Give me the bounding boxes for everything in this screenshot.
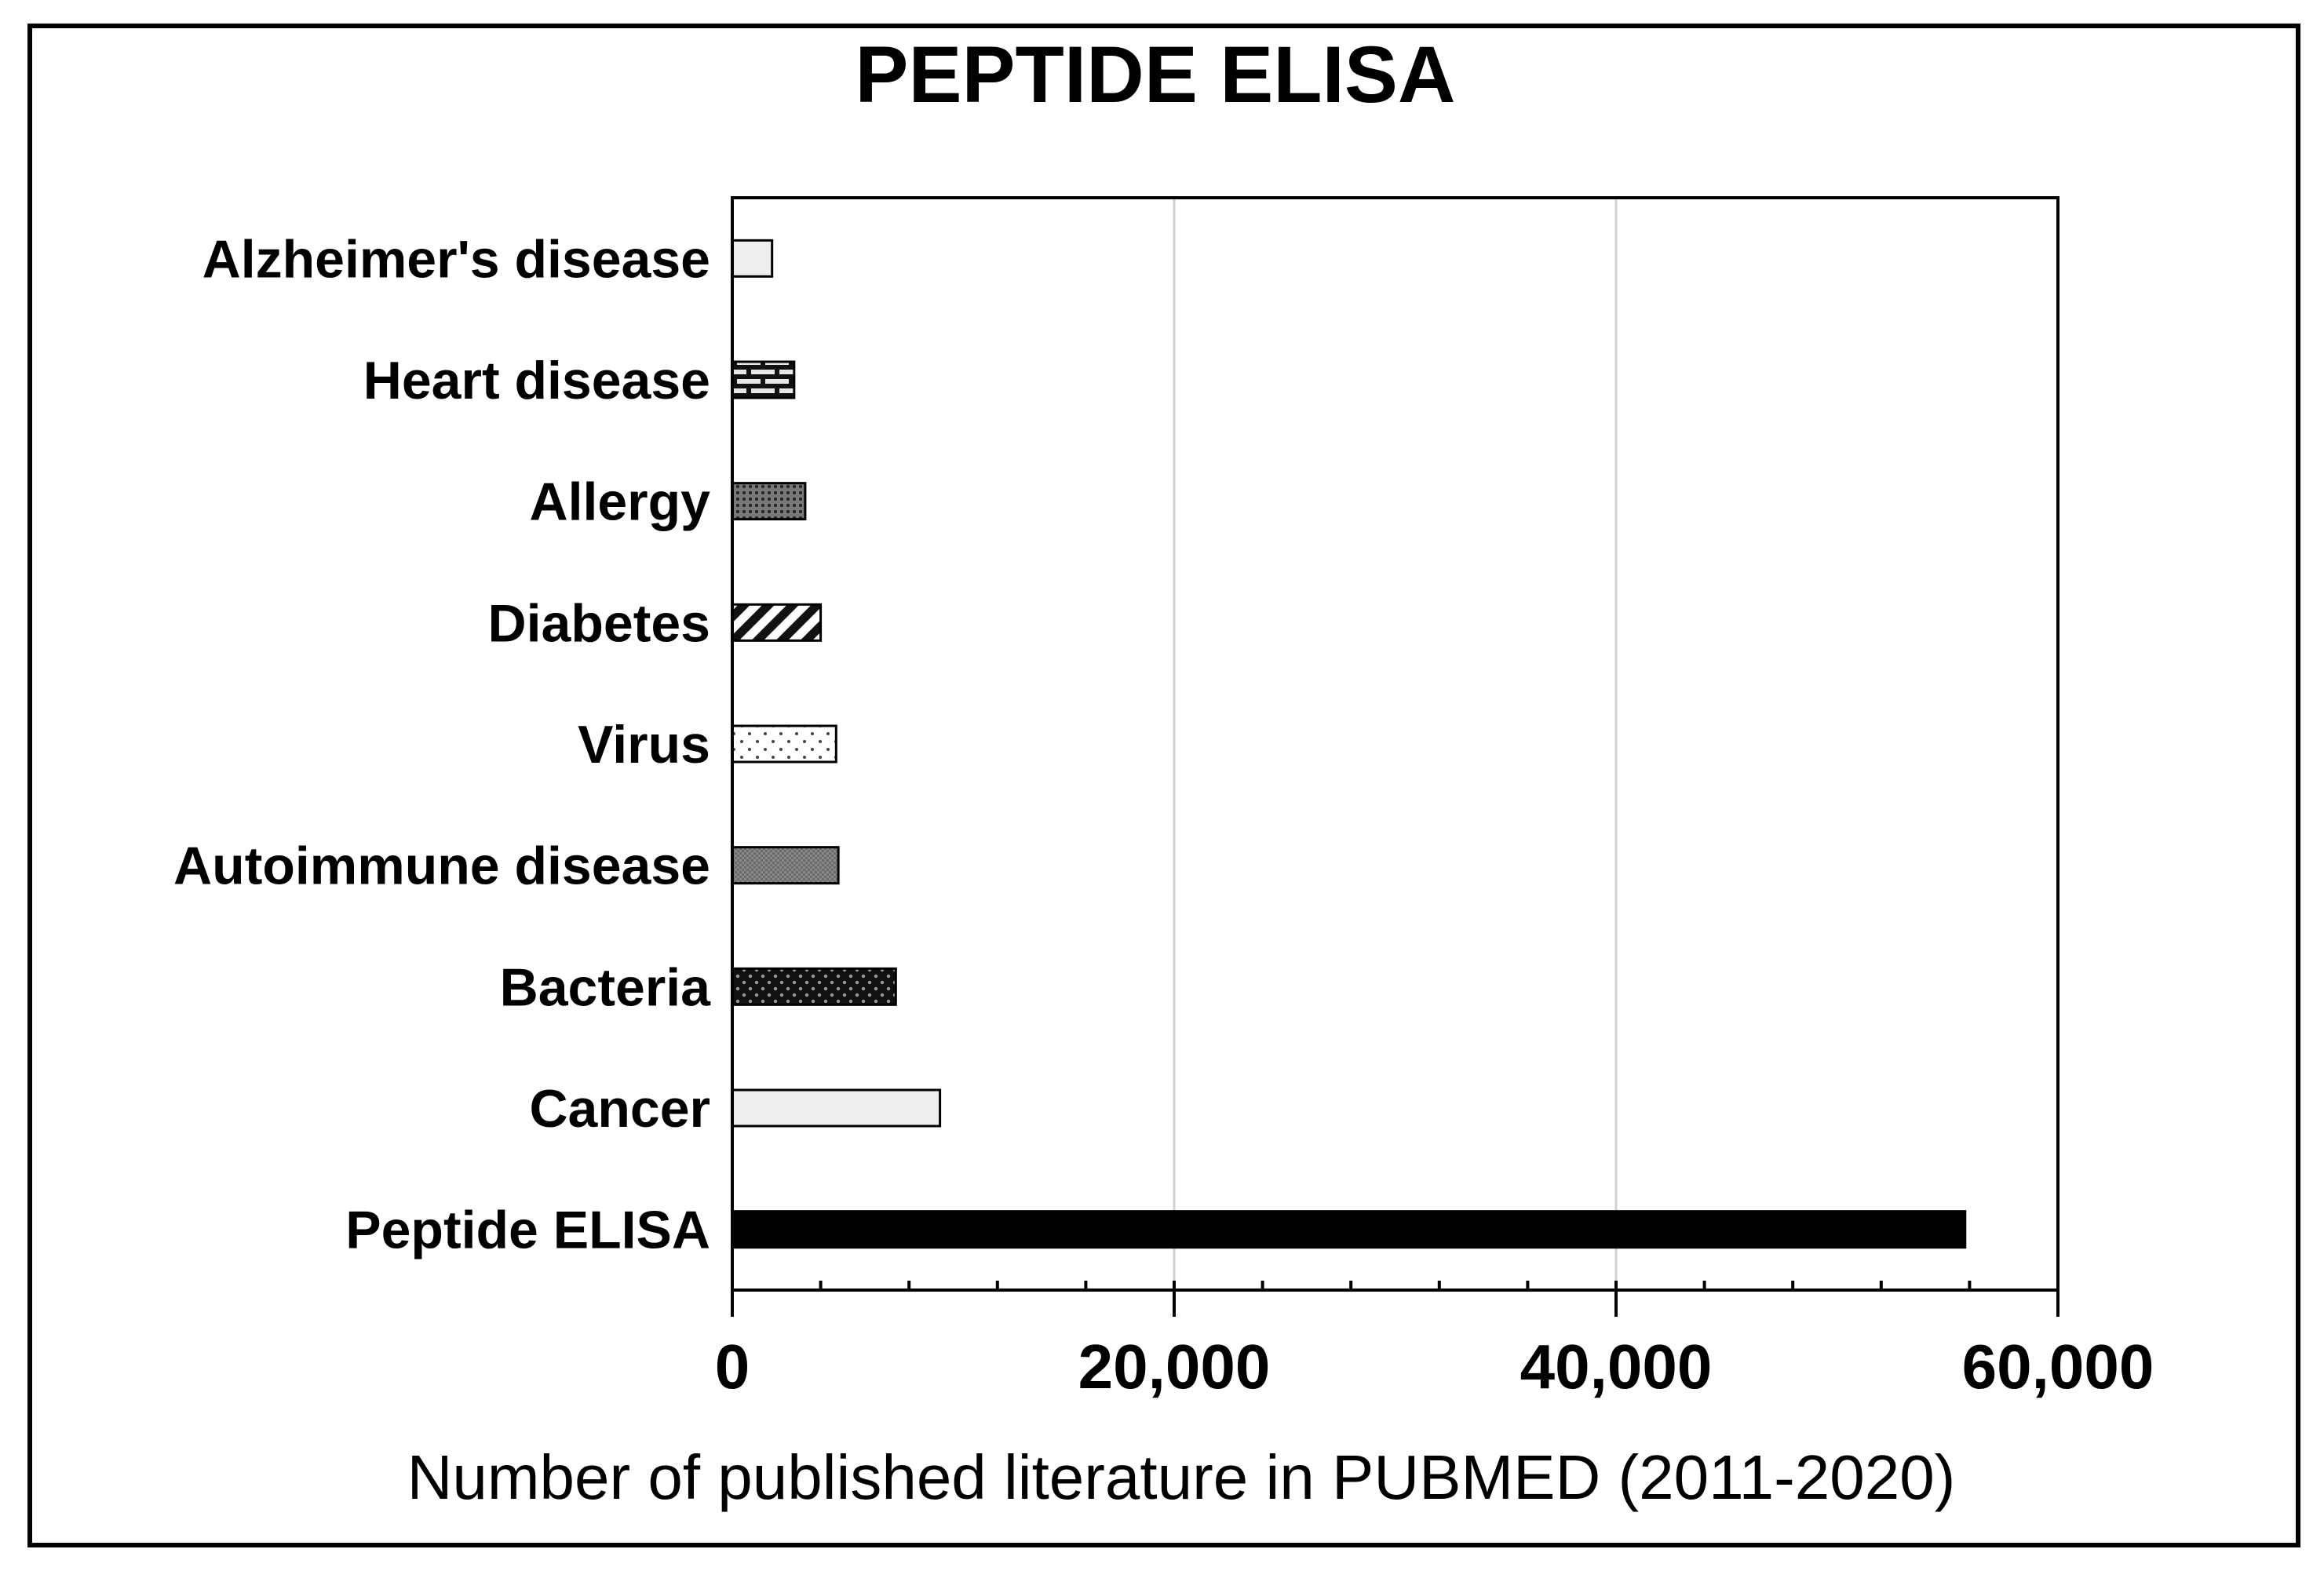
category-label: Autoimmune disease (173, 837, 710, 896)
x-tick-label: 40,000 (1520, 1332, 1713, 1402)
category-label: Alzheimer's disease (202, 229, 710, 289)
gridlines (1173, 198, 1618, 1290)
plot-frame (731, 196, 2059, 1292)
bars (731, 239, 1967, 1249)
category-label: Virus (578, 715, 710, 775)
category-label: Bacteria (500, 957, 712, 1017)
category-label: Cancer (529, 1079, 710, 1139)
x-axis-ticks (731, 1281, 2059, 1317)
x-axis-title: Number of published literature in PUBMED… (407, 1442, 1956, 1512)
bar-allergy (731, 482, 807, 521)
category-label: Allergy (529, 472, 710, 532)
category-label: Peptide ELISA (345, 1201, 710, 1260)
x-tick-label: 20,000 (1078, 1332, 1271, 1402)
bar-diabetes (731, 603, 823, 642)
x-tick-label: 60,000 (1962, 1332, 2154, 1402)
x-tick-labels: 0 20,000 40,000 60,000 (715, 1332, 2154, 1402)
chart-title: PEPTIDE ELISA (855, 30, 1455, 119)
bar-cancer (731, 1088, 942, 1128)
category-labels: Alzheimer's disease Heart disease Allergy D… (173, 229, 711, 1259)
x-tick-label: 0 (715, 1332, 750, 1402)
bar-virus (731, 724, 837, 764)
bar-heart-disease (731, 360, 796, 399)
bar-bacteria (731, 967, 897, 1006)
bar-autoimmune-disease (731, 846, 840, 885)
category-label: Diabetes (488, 593, 710, 653)
category-label: Heart disease (363, 351, 710, 410)
bar-peptide-elisa (731, 1210, 1967, 1249)
figure-frame (27, 24, 2300, 1547)
bar-alzheimer-s-disease (731, 239, 774, 278)
